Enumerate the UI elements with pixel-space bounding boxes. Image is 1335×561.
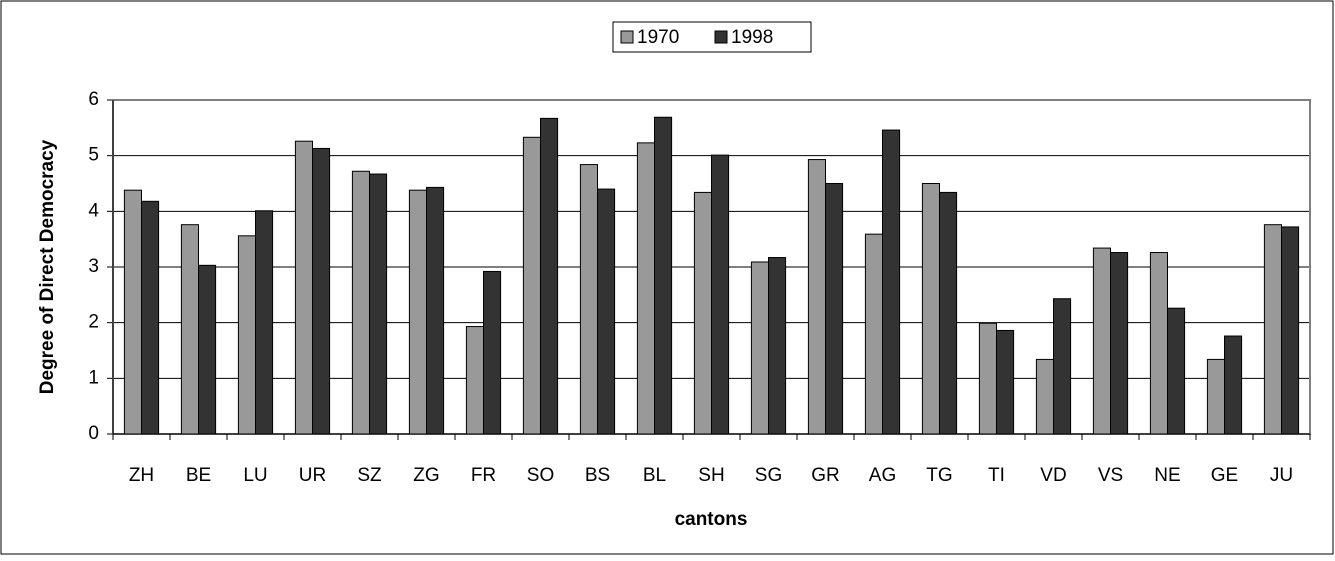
x-axis-label: cantons [675, 509, 748, 530]
bar [408, 189, 427, 435]
y-tick-label: 4 [88, 200, 99, 221]
x-tick-label: LU [243, 465, 267, 486]
bar [1263, 224, 1283, 435]
bar [978, 322, 998, 435]
bar [921, 183, 941, 435]
legend-label: 1970 [637, 27, 679, 48]
bar [141, 200, 160, 435]
y-tick-label: 6 [88, 89, 99, 110]
bar [312, 147, 331, 435]
bar [1110, 252, 1129, 435]
x-tick-label: SH [698, 465, 724, 486]
bar [750, 261, 770, 435]
x-tick-label: JU [1270, 465, 1293, 486]
bar [351, 170, 370, 435]
legend-swatch [714, 30, 728, 44]
x-tick-label: TI [988, 465, 1005, 486]
y-tick-label: 0 [88, 423, 99, 444]
bar [768, 257, 787, 435]
x-tick-label: AG [869, 465, 896, 486]
bar [597, 188, 616, 435]
bar [1224, 335, 1243, 435]
bar [825, 183, 844, 435]
x-tick-label: VD [1040, 465, 1066, 486]
bar [939, 191, 958, 435]
legend-swatch [620, 30, 634, 44]
x-tick-label: SG [755, 465, 782, 486]
x-tick-label: FR [471, 465, 496, 486]
bar [483, 270, 502, 435]
bar [294, 140, 313, 435]
bar [996, 329, 1015, 435]
y-tick-label: 5 [88, 145, 99, 166]
bar [1206, 358, 1226, 435]
bar [540, 117, 559, 435]
bar [807, 159, 827, 435]
bar [864, 233, 884, 435]
bar [237, 235, 256, 435]
bar [1035, 358, 1055, 435]
x-tick-label: UR [299, 465, 326, 486]
x-tick-label: GE [1211, 465, 1238, 486]
bar [1281, 226, 1300, 435]
x-tick-label: SZ [357, 465, 382, 486]
y-tick-label: 1 [88, 367, 99, 388]
x-tick-label: SO [527, 465, 554, 486]
bar [693, 191, 713, 435]
legend-label: 1998 [731, 27, 773, 48]
y-tick-label: 3 [88, 256, 99, 277]
x-tick-label: ZG [413, 465, 439, 486]
bar [654, 116, 673, 435]
x-tick-label: BE [186, 465, 211, 486]
x-tick-label: GR [811, 465, 840, 486]
bar [1167, 307, 1186, 435]
bar [711, 154, 730, 435]
y-axis-label: Degree of Direct Democracy [37, 139, 58, 394]
bar [465, 326, 484, 435]
bar [1053, 298, 1072, 435]
x-tick-label: TG [926, 465, 952, 486]
bar [180, 224, 199, 435]
x-tick-label: VS [1098, 465, 1123, 486]
x-tick-label: ZH [129, 465, 154, 486]
x-tick-label: NE [1154, 465, 1180, 486]
bar [882, 129, 901, 435]
bar [1149, 252, 1169, 435]
bar [198, 264, 217, 435]
bar [636, 142, 656, 435]
bar [1092, 247, 1112, 435]
bar [579, 164, 599, 435]
bar [255, 210, 274, 435]
bar [369, 173, 388, 435]
y-tick-label: 2 [88, 312, 99, 333]
bar [123, 189, 143, 435]
x-tick-label: BL [643, 465, 666, 486]
bar [522, 136, 542, 435]
legend-box [612, 21, 812, 53]
bar [426, 186, 445, 435]
x-tick-label: BS [585, 465, 610, 486]
